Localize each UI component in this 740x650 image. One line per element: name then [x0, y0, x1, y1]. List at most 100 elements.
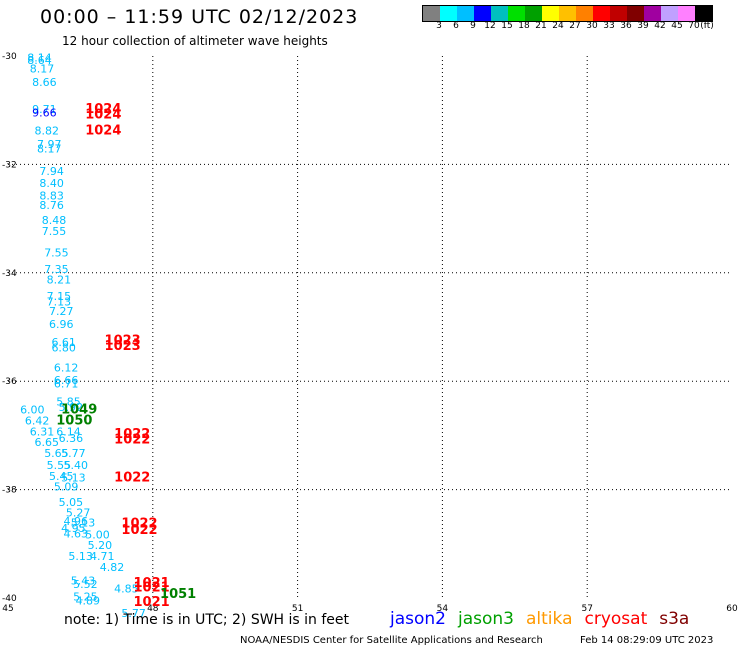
swh-label: 5.13: [68, 550, 93, 563]
colorbar-cell: [644, 6, 661, 21]
swh-label: 9.66: [32, 107, 57, 120]
swh-label: 7.55: [42, 225, 67, 238]
swh-label: 8.17: [37, 142, 62, 155]
swh-label: 6.61: [51, 336, 76, 349]
pressure-label: 1021: [133, 580, 169, 595]
colorbar-label: 70: [688, 21, 700, 31]
swh-label: 8.64: [27, 54, 52, 67]
pressure-label: 1051: [160, 587, 196, 602]
swh-label: 5.00: [85, 528, 110, 541]
colorbar-label: 39: [637, 21, 649, 31]
legend-item-s3a: s3a: [659, 609, 690, 629]
swh-label: 7.27: [49, 305, 74, 318]
pressure-label: 1022: [114, 433, 150, 448]
swh-label: 5.77: [121, 607, 146, 620]
swh-label: 6.42: [25, 415, 50, 428]
swh-label: 7.15: [47, 290, 72, 303]
colorbar-cell: [423, 6, 440, 21]
swh-label: 4.82: [100, 561, 125, 574]
colorbar-label: 24: [552, 21, 564, 31]
swh-label: 5.25: [73, 591, 98, 604]
swh-label: 8.66: [32, 76, 57, 89]
legend-item-jason3: jason3: [458, 609, 514, 629]
axis-tick-labels: 45 48 51 54 57 60 -30 -32 -34 -36 -38 -40: [2, 52, 738, 614]
swh-label: 7.55: [44, 247, 68, 260]
lat-tick-label: -34: [2, 269, 17, 279]
swh-label: 5.55: [47, 459, 72, 472]
colorbar-label: 9: [470, 21, 476, 31]
lon-tick-label: 45: [2, 604, 13, 614]
swh-label: 5.40: [64, 459, 89, 472]
colorbar-label: 45: [671, 21, 683, 31]
lat-tick-label: -40: [2, 594, 17, 604]
swh-label: 6.66: [54, 374, 79, 387]
pressure-label: 1023: [105, 339, 141, 354]
colorbar-cell: [508, 6, 525, 21]
lat-tick-label: -30: [2, 52, 17, 62]
swh-label: 6.65: [35, 436, 60, 449]
legend-item-altika: altika: [526, 609, 573, 629]
lat-tick-label: -38: [2, 486, 17, 496]
pressure-label: 1024: [85, 124, 121, 139]
swh-label: 5.92: [59, 401, 84, 414]
colorbar-cell: [678, 6, 695, 21]
swh-colorbar: [422, 5, 713, 22]
swh-label: 8.40: [39, 177, 64, 190]
colorbar-cell: [610, 6, 627, 21]
swh-label: 6.31: [30, 425, 55, 438]
colorbar-cell: [525, 6, 542, 21]
swh-label: 5.13: [61, 471, 86, 484]
swh-label: 6.96: [49, 318, 74, 331]
swh-label: 5.45: [49, 470, 74, 483]
swh-label: 8.21: [47, 274, 72, 287]
pressure-label: 1022: [114, 470, 150, 485]
colorbar-label: 3: [436, 21, 442, 31]
grid-lines: [8, 56, 732, 598]
colorbar-label: 33: [603, 21, 615, 31]
swh-label: 6.80: [51, 341, 76, 354]
colorbar-cell: [559, 6, 576, 21]
colorbar-label: 21: [535, 21, 547, 31]
colorbar-label: 36: [620, 21, 632, 31]
swh-label: 5.20: [88, 539, 113, 552]
lat-tick-label: -36: [2, 377, 17, 387]
pressure-label: 1023: [105, 333, 141, 348]
swh-label: 5.77: [61, 447, 86, 460]
swh-label: 5.65: [44, 447, 68, 460]
swh-label: 6.12: [54, 361, 79, 374]
lat-tick-label: -32: [2, 160, 17, 170]
legend-item-cryosat: cryosat: [584, 609, 648, 629]
colorbar-label: 27: [569, 21, 581, 31]
colorbar-cell: [661, 6, 678, 21]
units-note: note: 1) Time is in UTC; 2) SWH is in fe…: [64, 612, 350, 628]
lon-tick-label: 60: [726, 604, 738, 614]
swh-label: 6.36: [59, 432, 84, 445]
swh-label: 6.71: [54, 378, 79, 391]
pressure-label: 1050: [56, 414, 92, 429]
colorbar-cell: [576, 6, 593, 21]
swh-label: 7.13: [47, 295, 72, 308]
lon-tick-label: 51: [292, 604, 303, 614]
colorbar-label: 42: [654, 21, 666, 31]
swh-label: 4.63: [64, 527, 89, 540]
colorbar-label: 15: [501, 21, 513, 31]
colorbar-label: 18: [518, 21, 530, 31]
swh-label: 4.89: [76, 595, 101, 608]
swh-label: 8.76: [39, 199, 64, 212]
swh-label: 8.17: [30, 62, 55, 75]
swh-label: 8.14: [27, 51, 52, 64]
swh-label: 7.97: [37, 138, 62, 151]
swh-label: 5.27: [66, 507, 91, 520]
lon-tick-label: 54: [437, 604, 449, 614]
colorbar-cell: [440, 6, 457, 21]
swh-label: 4.71: [90, 550, 115, 563]
pressure-label: 1021: [133, 576, 169, 591]
lon-tick-label: 57: [581, 604, 592, 614]
pressure-label: 1024: [85, 102, 121, 117]
swh-label: 4.96: [64, 515, 89, 528]
pressure-label: 1022: [114, 427, 150, 442]
swh-label: 6.00: [20, 404, 45, 417]
pressure-labels: 1024102410241023102310491050102210221022…: [56, 102, 196, 610]
pressure-label: 1022: [121, 523, 157, 538]
legend-item-jason2: jason2: [390, 609, 446, 629]
